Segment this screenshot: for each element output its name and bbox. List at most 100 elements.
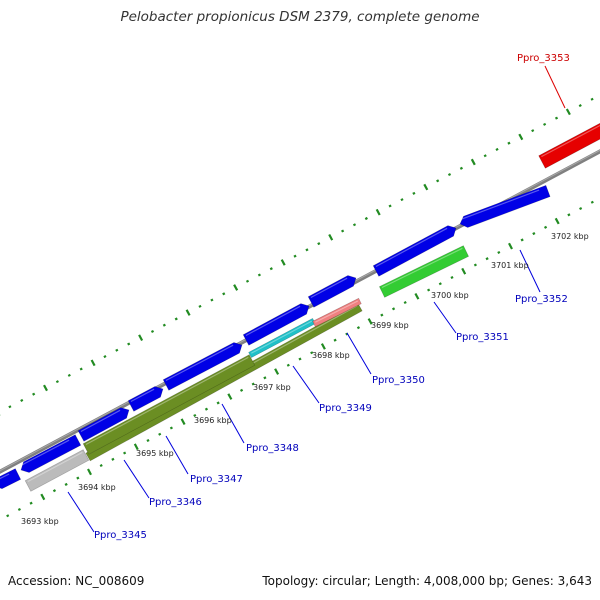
inner-row-minor-tick (380, 313, 384, 317)
outer-row-minor-tick (127, 342, 131, 346)
inner-row-major-tick (554, 217, 560, 225)
outer-row-minor-tick (198, 304, 202, 308)
inner-row-minor-tick (298, 357, 302, 361)
blue-gene-4-highlight (130, 388, 155, 403)
blue-gene-6[interactable] (242, 303, 310, 346)
outer-row-minor-tick (257, 273, 261, 277)
gene-label-ppro-3352[interactable]: Ppro_3352 (515, 294, 568, 305)
inner-row-minor-tick (17, 507, 21, 511)
inner-row-minor-tick (111, 457, 115, 461)
inner-row-major-tick (180, 418, 186, 426)
inner-row-minor-tick (356, 326, 361, 330)
red-gene-ppro-3353-highlight (541, 124, 600, 158)
inner-row-minor-tick (391, 307, 396, 311)
inner-row-minor-tick (438, 282, 442, 286)
inner-row-minor-tick (520, 238, 524, 242)
tick-label-3699: 3699 kbp (371, 321, 409, 330)
inner-row-minor-tick (239, 388, 244, 392)
tick-label-3698: 3698 kbp (312, 351, 350, 360)
leader-ppro-3347 (165, 435, 189, 475)
inner-row-major-tick (508, 242, 513, 250)
blue-gene-9[interactable] (459, 185, 551, 228)
leader-ppro-3345 (67, 491, 95, 533)
inner-row-minor-tick (286, 363, 290, 367)
blue-gene-3[interactable] (77, 407, 130, 442)
tick-label-3701: 3701 kbp (491, 261, 529, 270)
gene-label-ppro-3347[interactable]: Ppro_3347 (190, 474, 243, 485)
outer-row-major-tick (138, 334, 144, 342)
outer-row-major-tick (470, 158, 476, 166)
outer-row-minor-tick (388, 204, 392, 208)
outer-row-minor-tick (103, 354, 107, 359)
olive-gene-long-1[interactable] (85, 302, 363, 462)
gene-label-ppro-3345[interactable]: Ppro_3345 (94, 530, 147, 541)
gene-label-ppro-3349[interactable]: Ppro_3349 (319, 403, 372, 414)
inner-row-minor-tick (590, 200, 594, 204)
gene-label-ppro-3348[interactable]: Ppro_3348 (246, 443, 299, 454)
leader-ppro-3351 (433, 301, 457, 334)
salmon-gene[interactable] (312, 297, 362, 328)
inner-row-minor-tick (263, 376, 267, 380)
outer-row-minor-tick (210, 298, 214, 302)
genome-stats-text: Topology: circular; Length: 4,008,000 bp… (262, 574, 592, 588)
blue-gene-4[interactable] (127, 386, 164, 412)
leader-ppro-3346 (123, 459, 150, 499)
red-gene-ppro-3353[interactable] (538, 122, 600, 169)
tick-label-3696: 3696 kbp (194, 416, 232, 425)
outer-row-minor-tick (341, 229, 345, 233)
outer-row-major-tick (328, 233, 334, 241)
leader-ppro-3348 (221, 403, 245, 444)
outer-row-major-tick (518, 133, 524, 141)
outer-row-minor-tick (554, 116, 559, 120)
inner-row-minor-tick (532, 232, 536, 236)
leader-ppro-3349 (292, 365, 320, 404)
accession-text: Accession: NC_008609 (8, 574, 145, 588)
blue-gene-5[interactable] (162, 342, 243, 391)
inner-row-minor-tick (543, 225, 548, 229)
outer-row-major-tick (233, 284, 239, 291)
inner-row-minor-tick (204, 407, 209, 411)
blue-gene-1-highlight (0, 473, 10, 480)
inner-row-minor-tick (473, 263, 477, 267)
outer-row-minor-tick (543, 122, 547, 126)
outer-row-major-tick (43, 384, 48, 392)
blue-gene-2[interactable] (20, 434, 82, 473)
outer-row-minor-tick (400, 198, 404, 202)
inner-row-minor-tick (333, 338, 337, 342)
inner-row-major-tick (320, 343, 326, 350)
inner-row-minor-tick (345, 332, 349, 336)
outer-row-major-tick (90, 359, 96, 367)
inner-row-minor-tick (497, 250, 501, 254)
inner-row-minor-tick (29, 501, 33, 505)
outer-row-minor-tick (531, 129, 535, 133)
gene-label-ppro-3350[interactable]: Ppro_3350 (372, 375, 425, 386)
blue-gene-8[interactable] (372, 225, 457, 277)
olive-gene-ppro-3347[interactable] (82, 354, 256, 455)
olive-gene-ppro-3347-highlight (85, 356, 249, 446)
gray-gene[interactable] (24, 449, 90, 492)
leader-ppro-3352 (519, 249, 541, 293)
blue-gene-1[interactable] (0, 468, 22, 490)
blue-gene-3-highlight (80, 409, 121, 433)
gene-label-ppro-3346[interactable]: Ppro_3346 (149, 497, 202, 508)
blue-gene-6-highlight (245, 305, 301, 337)
gene-features (0, 122, 600, 492)
green-gene-ppro-3351[interactable] (379, 245, 469, 298)
inner-row-minor-tick (579, 207, 583, 211)
inner-row-minor-tick (123, 451, 127, 455)
gene-label-ppro-3351[interactable]: Ppro_3351 (456, 332, 509, 343)
map-title: Pelobacter propionicus DSM 2379, complet… (120, 9, 480, 25)
outer-row-minor-tick (483, 154, 487, 158)
outer-row-minor-tick (67, 373, 71, 377)
cyan-gene-2-highlight (251, 320, 313, 354)
outer-row-major-tick (185, 309, 191, 316)
inner-row-minor-tick (76, 476, 80, 480)
label-leaders (67, 65, 566, 533)
blue-gene-7[interactable] (307, 275, 357, 308)
outer-row-minor-tick (305, 248, 309, 252)
gene-label-ppro-3353[interactable]: Ppro_3353 (517, 53, 570, 64)
outer-row-minor-tick (590, 97, 594, 101)
inner-row-minor-tick (169, 426, 173, 430)
outer-row-minor-tick (222, 292, 226, 296)
